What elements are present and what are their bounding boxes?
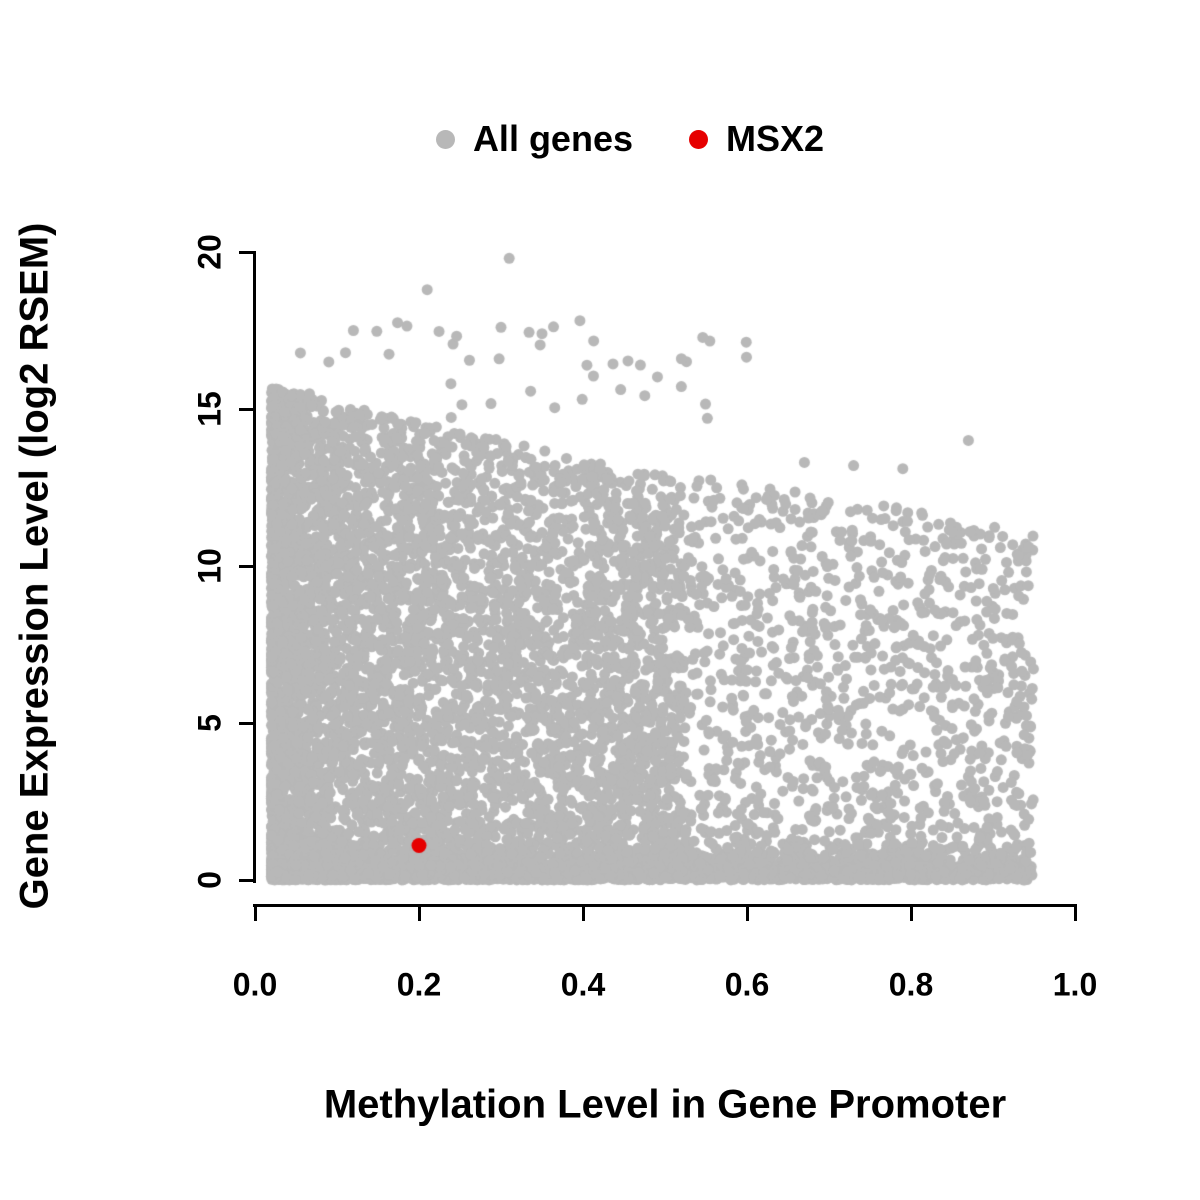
y-tick-mark bbox=[239, 407, 253, 411]
x-tick-label: 0.6 bbox=[724, 966, 770, 1003]
y-tick-mark bbox=[239, 878, 253, 882]
y-tick-mark bbox=[239, 250, 253, 254]
y-tick-label: 5 bbox=[191, 714, 228, 732]
x-tick-label: 0.8 bbox=[888, 966, 934, 1003]
y-tick-label: 0 bbox=[191, 871, 228, 889]
x-tick-mark bbox=[417, 907, 421, 921]
y-tick-label: 10 bbox=[191, 548, 228, 584]
x-tick-label: 0.4 bbox=[560, 966, 606, 1003]
x-tick-mark bbox=[745, 907, 749, 921]
y-tick-mark bbox=[239, 564, 253, 568]
x-tick-label: 0.0 bbox=[232, 966, 278, 1003]
x-axis-line bbox=[253, 904, 1077, 907]
x-tick-label: 0.2 bbox=[396, 966, 442, 1003]
y-tick-label: 20 bbox=[191, 234, 228, 270]
x-axis-title: Methylation Level in Gene Promoter bbox=[323, 1082, 1007, 1127]
x-tick-label: 1.0 bbox=[1052, 966, 1098, 1003]
x-tick-mark bbox=[581, 907, 585, 921]
x-tick-mark bbox=[253, 907, 257, 921]
y-tick-label: 15 bbox=[191, 391, 228, 427]
y-tick-mark bbox=[239, 721, 253, 725]
x-tick-mark bbox=[1073, 907, 1077, 921]
x-tick-mark bbox=[909, 907, 913, 921]
y-axis-line bbox=[253, 251, 256, 883]
y-axis-title: Gene Expression Level (log2 RSEM) bbox=[12, 222, 57, 910]
